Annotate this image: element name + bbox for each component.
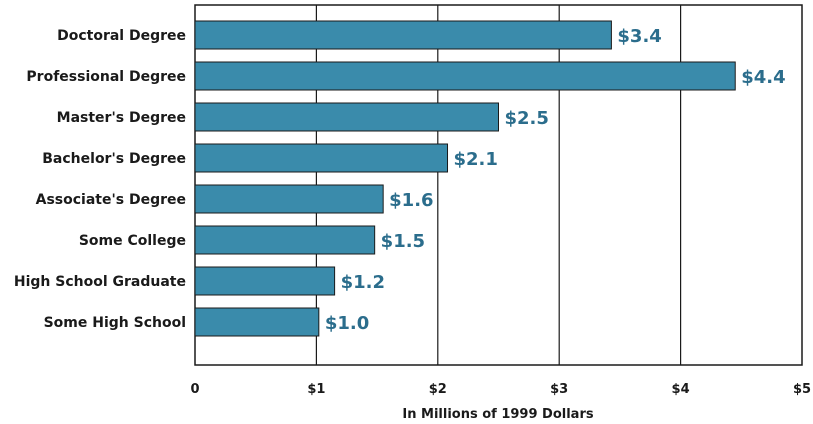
- category-label: Professional Degree: [26, 69, 186, 85]
- bars: [194, 20, 736, 337]
- category-label: Associate's Degree: [36, 192, 186, 208]
- category-label: Master's Degree: [57, 110, 186, 126]
- value-label: $1.5: [381, 231, 425, 252]
- category-label: Some High School: [44, 315, 186, 331]
- value-label: $2.1: [454, 149, 498, 170]
- bar: [194, 143, 449, 173]
- value-label: $1.0: [325, 313, 369, 334]
- value-label: $3.4: [617, 26, 661, 47]
- x-tick-label: 0: [190, 382, 199, 397]
- category-labels: Doctoral Degree Professional Degree Master…: [14, 28, 186, 331]
- x-tick-label: $1: [307, 382, 325, 397]
- x-tick-labels: 0 $1 $2 $3 $4 $5: [190, 382, 811, 397]
- value-labels: $3.4 $4.4 $2.5 $2.1 $1.6 $1.5 $1.2 $1.0: [325, 26, 786, 334]
- x-tick-label: $4: [672, 382, 690, 397]
- x-axis-label: In Millions of 1999 Dollars: [402, 407, 593, 422]
- x-tick-label: $2: [429, 382, 447, 397]
- bar: [194, 102, 499, 132]
- value-label: $1.2: [341, 272, 385, 293]
- bar: [194, 20, 612, 50]
- bar: [194, 266, 336, 296]
- value-label: $4.4: [741, 67, 785, 88]
- bar: [194, 307, 320, 337]
- category-label: High School Graduate: [14, 274, 186, 290]
- bar: [194, 61, 736, 91]
- value-label: $1.6: [389, 190, 433, 211]
- value-label: $2.5: [505, 108, 549, 129]
- bar: [194, 184, 384, 214]
- x-tick-label: $5: [793, 382, 811, 397]
- x-tick-label: $3: [550, 382, 568, 397]
- category-label: Bachelor's Degree: [42, 151, 186, 167]
- category-label: Doctoral Degree: [57, 28, 186, 44]
- category-label: Some College: [79, 233, 186, 249]
- bar: [194, 225, 376, 255]
